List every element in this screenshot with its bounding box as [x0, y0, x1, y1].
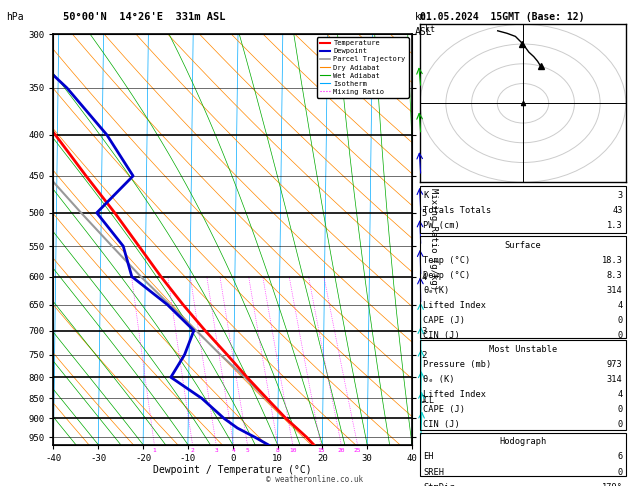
- Text: 4: 4: [231, 448, 235, 453]
- Text: 18.3: 18.3: [602, 256, 623, 265]
- Text: CAPE (J): CAPE (J): [423, 405, 465, 415]
- Text: kt: kt: [425, 25, 435, 34]
- Text: EH: EH: [423, 452, 434, 462]
- Text: Lifted Index: Lifted Index: [423, 301, 486, 310]
- Text: SREH: SREH: [423, 468, 444, 477]
- Text: K: K: [423, 191, 428, 200]
- Text: Totals Totals: Totals Totals: [423, 206, 492, 215]
- Text: Surface: Surface: [504, 241, 542, 250]
- Legend: Temperature, Dewpoint, Parcel Trajectory, Dry Adiabat, Wet Adiabat, Isotherm, Mi: Temperature, Dewpoint, Parcel Trajectory…: [317, 37, 408, 98]
- Text: Hodograph: Hodograph: [499, 437, 547, 447]
- Text: 0: 0: [618, 420, 623, 430]
- Text: CIN (J): CIN (J): [423, 420, 460, 430]
- Text: Pressure (mb): Pressure (mb): [423, 360, 492, 369]
- Text: StmDir: StmDir: [423, 483, 455, 486]
- Text: 0: 0: [618, 316, 623, 325]
- Text: 973: 973: [607, 360, 623, 369]
- Text: 314: 314: [607, 375, 623, 384]
- Text: PW (cm): PW (cm): [423, 221, 460, 230]
- Text: 5: 5: [245, 448, 249, 453]
- Text: CAPE (J): CAPE (J): [423, 316, 465, 325]
- Text: 0: 0: [618, 405, 623, 415]
- Text: 10: 10: [289, 448, 296, 453]
- Text: 01.05.2024  15GMT (Base: 12): 01.05.2024 15GMT (Base: 12): [420, 12, 585, 22]
- Text: 2: 2: [191, 448, 194, 453]
- Text: 25: 25: [353, 448, 361, 453]
- Text: θₑ (K): θₑ (K): [423, 375, 455, 384]
- Text: θₑ(K): θₑ(K): [423, 286, 450, 295]
- Text: © weatheronline.co.uk: © weatheronline.co.uk: [266, 474, 363, 484]
- Text: 20: 20: [338, 448, 345, 453]
- Text: 3: 3: [214, 448, 218, 453]
- Text: 0: 0: [618, 468, 623, 477]
- Text: Temp (°C): Temp (°C): [423, 256, 470, 265]
- Text: 43: 43: [612, 206, 623, 215]
- Text: 0: 0: [618, 331, 623, 340]
- Text: 15: 15: [317, 448, 325, 453]
- Text: CIN (J): CIN (J): [423, 331, 460, 340]
- Text: 8: 8: [276, 448, 280, 453]
- Text: 179°: 179°: [602, 483, 623, 486]
- Text: 4: 4: [618, 390, 623, 399]
- Text: Dewp (°C): Dewp (°C): [423, 271, 470, 280]
- Text: 1: 1: [152, 448, 156, 453]
- Text: 6: 6: [618, 452, 623, 462]
- Text: LCL: LCL: [419, 396, 434, 405]
- Text: 50°00'N  14°26'E  331m ASL: 50°00'N 14°26'E 331m ASL: [63, 12, 225, 22]
- Text: 314: 314: [607, 286, 623, 295]
- Text: ASL: ASL: [415, 27, 433, 37]
- Text: km: km: [415, 12, 427, 22]
- Y-axis label: Mixing Ratio (g/kg): Mixing Ratio (g/kg): [428, 188, 438, 291]
- Text: 3: 3: [618, 191, 623, 200]
- Text: 4: 4: [618, 301, 623, 310]
- Text: hPa: hPa: [6, 12, 24, 22]
- Text: 1.3: 1.3: [607, 221, 623, 230]
- Text: Most Unstable: Most Unstable: [489, 345, 557, 354]
- Text: 8.3: 8.3: [607, 271, 623, 280]
- Text: Lifted Index: Lifted Index: [423, 390, 486, 399]
- X-axis label: Dewpoint / Temperature (°C): Dewpoint / Temperature (°C): [153, 466, 312, 475]
